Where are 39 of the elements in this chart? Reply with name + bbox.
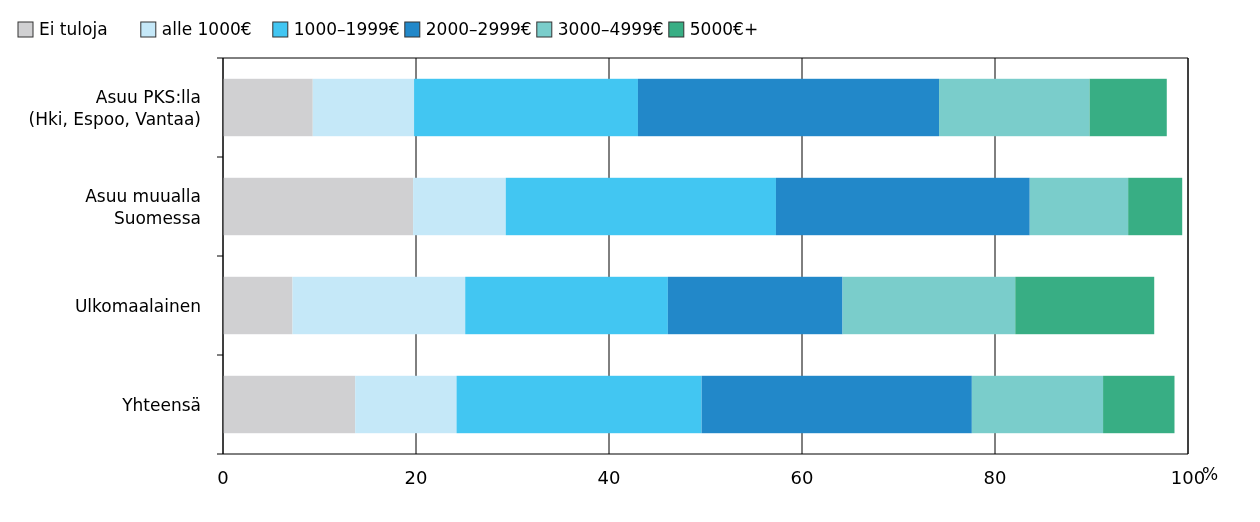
bar xyxy=(971,375,1104,434)
bar xyxy=(414,78,638,137)
bar xyxy=(1103,375,1175,434)
y-tick-label: Ulkomaalainen xyxy=(74,295,201,316)
bar xyxy=(775,177,1030,236)
x-tick-label: 80 xyxy=(983,467,1007,488)
x-tick-label: 40 xyxy=(597,467,621,488)
bar xyxy=(465,276,668,335)
y-tick-label: Asuu muualla Suomessa xyxy=(85,185,201,228)
bar xyxy=(1029,177,1129,236)
bar xyxy=(939,78,1090,137)
legend-label: 5000€+ xyxy=(689,19,759,39)
bar xyxy=(637,78,940,137)
bar xyxy=(1128,177,1183,236)
bar xyxy=(223,177,414,236)
bar xyxy=(667,276,843,335)
bar xyxy=(223,276,293,335)
legend-label: 2000–2999€ xyxy=(425,19,532,39)
legend-label: Ei tuloja xyxy=(39,19,108,39)
bar xyxy=(842,276,1016,335)
bar xyxy=(312,78,415,137)
bar xyxy=(413,177,506,236)
bar xyxy=(701,375,972,434)
legend-label: alle 1000€ xyxy=(161,19,252,39)
bar xyxy=(505,177,776,236)
bar xyxy=(1089,78,1167,137)
bar xyxy=(456,375,702,434)
bar xyxy=(223,78,313,137)
bar xyxy=(292,276,466,335)
legend-label: 1000–1999€ xyxy=(293,19,400,39)
bar xyxy=(355,375,457,434)
x-tick-label: 60 xyxy=(790,467,814,488)
x-tick-label: 0 xyxy=(217,467,229,488)
bar xyxy=(223,375,356,434)
legend-label: 3000–4999€ xyxy=(557,19,664,39)
bar xyxy=(1015,276,1155,335)
y-tick-label: Yhteensä xyxy=(121,394,201,415)
y-tick-label: Asuu PKS:lla (Hki, Espoo, Vantaa) xyxy=(28,86,201,129)
x-tick-label: 20 xyxy=(404,467,428,488)
